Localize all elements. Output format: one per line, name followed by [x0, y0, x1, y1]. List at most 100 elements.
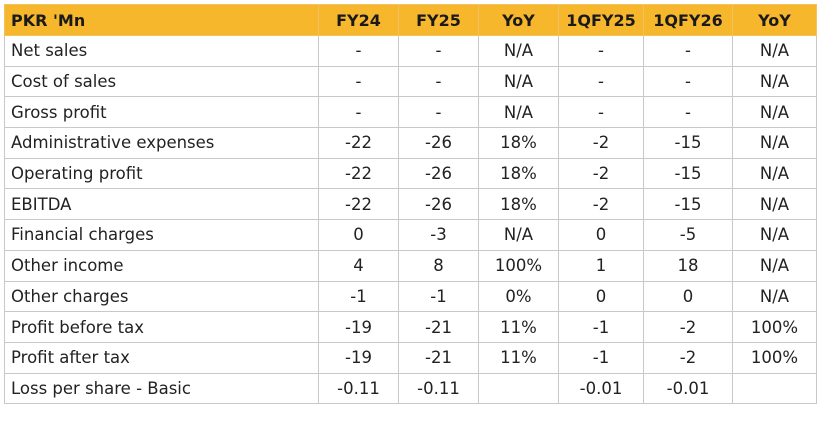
- table-cell: N/A: [732, 280, 817, 313]
- header-cell: YoY: [478, 4, 559, 36]
- table-cell: 11%: [478, 311, 559, 343]
- table-cell: 1: [558, 249, 644, 282]
- table-row: Operating profit -22 -26 18% -2 -15 N/A: [4, 157, 817, 190]
- table-cell: -5: [643, 219, 733, 251]
- header-cell: YoY: [732, 4, 817, 36]
- table-cell: -0.01: [643, 372, 733, 405]
- table-cell: N/A: [478, 65, 559, 98]
- table-cell: [732, 372, 817, 405]
- table-cell: -2: [643, 311, 733, 343]
- row-label: Operating profit: [4, 157, 319, 190]
- table-cell: 8: [398, 249, 479, 282]
- table-cell: N/A: [732, 35, 817, 67]
- table-row: Administrative expenses -22 -26 18% -2 -15 N/A: [4, 127, 817, 159]
- table-cell: 0: [558, 280, 644, 313]
- financial-table: PKR 'Mn FY24 FY25 YoY 1QFY25 1QFY26 YoY Net sa…: [4, 4, 817, 405]
- table-cell: 0%: [478, 280, 559, 313]
- header-cell: 1QFY26: [643, 4, 733, 36]
- table-row: Gross profit - - N/A - - N/A: [4, 96, 817, 129]
- table-cell: -: [398, 96, 479, 129]
- header-row: PKR 'Mn FY24 FY25 YoY 1QFY25 1QFY26 YoY: [4, 4, 817, 36]
- table-cell: -: [558, 65, 644, 98]
- header-cell: FY24: [318, 4, 399, 36]
- table-cell: N/A: [732, 249, 817, 282]
- table-cell: 0: [643, 280, 733, 313]
- table-row: Other income 4 8 100% 1 18 N/A: [4, 249, 817, 282]
- table-cell: -19: [318, 311, 399, 343]
- row-label: Cost of sales: [4, 65, 319, 98]
- table-cell: -0.11: [398, 372, 479, 405]
- table-cell: N/A: [732, 127, 817, 159]
- table-cell: -1: [558, 341, 644, 374]
- table-cell: -22: [318, 157, 399, 190]
- table-cell: [478, 372, 559, 405]
- table-row: Profit after tax -19 -21 11% -1 -2 100%: [4, 341, 817, 374]
- header-cell: 1QFY25: [558, 4, 644, 36]
- table-cell: -: [643, 96, 733, 129]
- table-cell: -: [398, 65, 479, 98]
- table-cell: -2: [643, 341, 733, 374]
- row-label: Net sales: [4, 35, 319, 67]
- row-label: Profit after tax: [4, 341, 319, 374]
- table-cell: -: [318, 65, 399, 98]
- table-cell: -26: [398, 157, 479, 190]
- table-cell: N/A: [478, 219, 559, 251]
- table-cell: -0.01: [558, 372, 644, 405]
- table-cell: 0: [318, 219, 399, 251]
- table-row: Financial charges 0 -3 N/A 0 -5 N/A: [4, 219, 817, 251]
- row-label: EBITDA: [4, 188, 319, 221]
- table-cell: -: [643, 65, 733, 98]
- row-label: Administrative expenses: [4, 127, 319, 159]
- table-cell: 18%: [478, 188, 559, 221]
- table-cell: -26: [398, 188, 479, 221]
- table-cell: -: [318, 96, 399, 129]
- table-row: Profit before tax -19 -21 11% -1 -2 100%: [4, 311, 817, 343]
- table-cell: N/A: [478, 96, 559, 129]
- table-cell: -15: [643, 188, 733, 221]
- table-cell: N/A: [732, 219, 817, 251]
- table-cell: -22: [318, 127, 399, 159]
- header-cell: FY25: [398, 4, 479, 36]
- table-cell: 0: [558, 219, 644, 251]
- table-cell: -21: [398, 341, 479, 374]
- row-label: Financial charges: [4, 219, 319, 251]
- table-cell: -2: [558, 127, 644, 159]
- table-cell: -2: [558, 188, 644, 221]
- table-cell: -1: [398, 280, 479, 313]
- table-cell: N/A: [732, 96, 817, 129]
- table-cell: N/A: [478, 35, 559, 67]
- table-cell: 18%: [478, 127, 559, 159]
- table-cell: N/A: [732, 157, 817, 190]
- row-label: Gross profit: [4, 96, 319, 129]
- table-cell: -0.11: [318, 372, 399, 405]
- table-cell: -19: [318, 341, 399, 374]
- row-label: Other charges: [4, 280, 319, 313]
- table-cell: 100%: [478, 249, 559, 282]
- table-cell: -: [318, 35, 399, 67]
- table-cell: -: [398, 35, 479, 67]
- row-label: Profit before tax: [4, 311, 319, 343]
- table-cell: 18: [643, 249, 733, 282]
- table-cell: 100%: [732, 341, 817, 374]
- table-cell: -: [558, 96, 644, 129]
- table-row: Other charges -1 -1 0% 0 0 N/A: [4, 280, 817, 313]
- table-cell: -22: [318, 188, 399, 221]
- row-label: Other income: [4, 249, 319, 282]
- table-cell: 4: [318, 249, 399, 282]
- table-cell: -15: [643, 157, 733, 190]
- table-cell: 11%: [478, 341, 559, 374]
- table-row: Net sales - - N/A - - N/A: [4, 35, 817, 67]
- table-cell: 18%: [478, 157, 559, 190]
- table-cell: 100%: [732, 311, 817, 343]
- table-cell: -1: [318, 280, 399, 313]
- table-cell: -1: [558, 311, 644, 343]
- row-label: Loss per share - Basic: [4, 372, 319, 405]
- table-cell: N/A: [732, 65, 817, 98]
- table-cell: -: [643, 35, 733, 67]
- table-cell: -: [558, 35, 644, 67]
- table-cell: -3: [398, 219, 479, 251]
- table-cell: -21: [398, 311, 479, 343]
- table-cell: -26: [398, 127, 479, 159]
- table-row: EBITDA -22 -26 18% -2 -15 N/A: [4, 188, 817, 221]
